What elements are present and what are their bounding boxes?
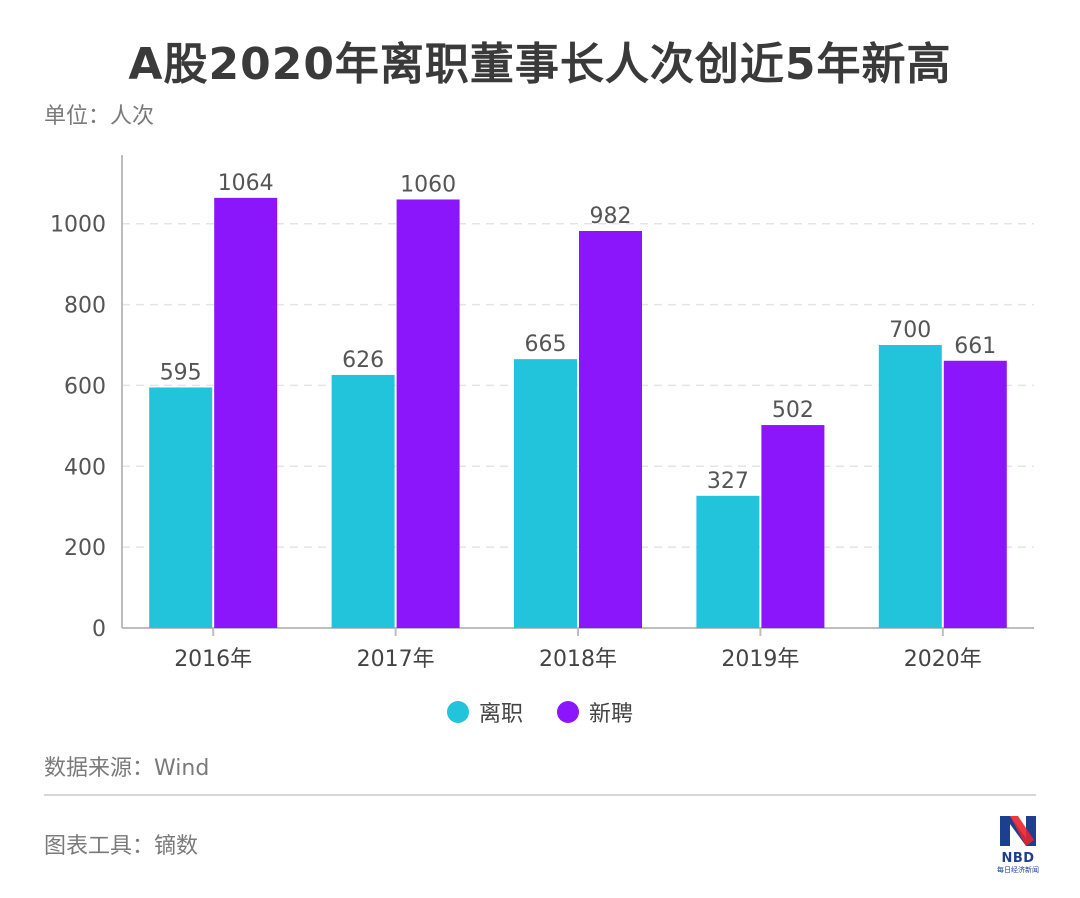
data-label: 626 — [342, 348, 384, 373]
bar-chart: 0 200 400 600 800 1000 2016年 595 1064 2017年 626 106… — [50, 155, 1034, 672]
data-label: 700 — [889, 318, 931, 343]
legend-dot-hire-icon — [557, 701, 579, 723]
bar-resign — [878, 345, 942, 628]
data-label: 502 — [772, 398, 814, 423]
data-label: 1064 — [218, 171, 274, 196]
y-tick-label: 0 — [92, 617, 106, 642]
legend-item-hire[interactable]: 新聘 — [557, 696, 633, 728]
y-tick-label: 200 — [64, 536, 106, 561]
bar-hire — [396, 199, 460, 628]
chart-legend: 离职 新聘 — [0, 696, 1080, 728]
nbd-logo: NBD 每日经济新闻 — [996, 814, 1040, 874]
x-tick-label: 2018年 — [539, 647, 617, 672]
legend-dot-resign-icon — [446, 701, 469, 723]
x-tick-label: 2016年 — [174, 647, 252, 672]
logo-subtext: 每日经济新闻 — [997, 866, 1039, 874]
x-tick-label: 2019年 — [721, 647, 799, 672]
unit-label: 单位：人次 — [44, 104, 155, 129]
x-tick-label: 2017年 — [357, 647, 435, 672]
bar-hire — [579, 231, 642, 628]
bar-resign — [696, 495, 760, 628]
data-source: 数据来源：Wind — [44, 756, 210, 781]
data-label: 982 — [590, 204, 632, 229]
data-label: 327 — [707, 469, 749, 494]
data-label: 661 — [954, 334, 996, 359]
nbd-logo-icon — [1000, 816, 1036, 846]
chart-title: A股2020年离职董事长人次创近5年新高 — [128, 39, 952, 90]
logo-text: NBD — [1001, 851, 1035, 866]
legend-item-resign[interactable]: 离职 — [446, 696, 523, 728]
y-tick-label: 400 — [64, 455, 106, 480]
y-tick-label: 800 — [64, 294, 106, 319]
bar-hire — [761, 425, 825, 628]
legend-label-hire: 新聘 — [589, 702, 634, 727]
bar-hire — [214, 197, 278, 628]
chart-tool-credit: 图表工具：镝数 — [44, 834, 199, 859]
y-tick-label: 600 — [64, 374, 106, 399]
data-label: 665 — [525, 332, 567, 357]
bar-hire — [943, 360, 1007, 628]
bar-resign — [149, 387, 213, 628]
divider — [44, 794, 1036, 796]
x-tick-label: 2020年 — [904, 647, 982, 672]
data-label: 1060 — [400, 172, 456, 197]
data-label: 595 — [160, 360, 202, 385]
y-tick-label: 1000 — [50, 213, 106, 238]
legend-label-resign: 离职 — [478, 702, 523, 727]
bar-resign — [514, 359, 577, 628]
bar-resign — [331, 374, 395, 628]
